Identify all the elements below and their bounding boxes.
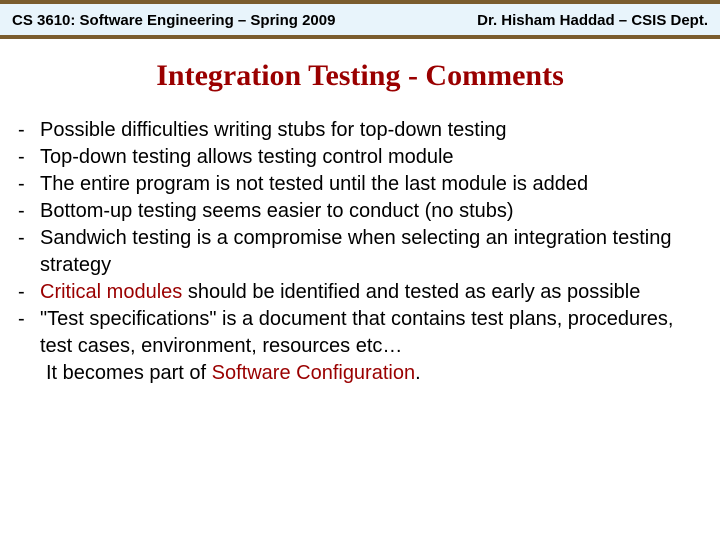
- bullet-dash: -: [18, 144, 40, 171]
- cont-pre: It becomes part of: [46, 362, 212, 384]
- bullet-dash: -: [18, 198, 40, 225]
- highlight-text: Software Configuration: [212, 362, 415, 384]
- course-label: CS 3610: Software Engineering – Spring 2…: [12, 12, 335, 29]
- highlight-text: Critical modules: [40, 281, 182, 303]
- bullet-item: - Top-down testing allows testing contro…: [18, 144, 702, 171]
- bullet-item: - Possible difficulties writing stubs fo…: [18, 117, 702, 144]
- content-block: - Possible difficulties writing stubs fo…: [0, 117, 720, 387]
- bullet-item: - "Test specifications" is a document th…: [18, 306, 702, 360]
- bullet-item: - Sandwich testing is a compromise when …: [18, 225, 702, 279]
- bullet-dash: -: [18, 171, 40, 198]
- bullet-dash: -: [18, 306, 40, 360]
- bullet-item: - The entire program is not tested until…: [18, 171, 702, 198]
- slide-title: Integration Testing - Comments: [0, 59, 720, 93]
- bullet-text: Top-down testing allows testing control …: [40, 144, 702, 171]
- bullet-text: Bottom-up testing seems easier to conduc…: [40, 198, 702, 225]
- bullet-text: Possible difficulties writing stubs for …: [40, 117, 702, 144]
- cont-post: .: [415, 362, 421, 384]
- bullet-text-tail: should be identified and tested as early…: [182, 281, 640, 303]
- bullet-text: Sandwich testing is a compromise when se…: [40, 225, 702, 279]
- bullet-text: Critical modules should be identified an…: [40, 279, 702, 306]
- bullet-item: - Bottom-up testing seems easier to cond…: [18, 198, 702, 225]
- bullet-text: The entire program is not tested until t…: [40, 171, 702, 198]
- bullet-dash: -: [18, 279, 40, 306]
- header-bar: CS 3610: Software Engineering – Spring 2…: [0, 0, 720, 39]
- bullet-dash: -: [18, 225, 40, 279]
- instructor-label: Dr. Hisham Haddad – CSIS Dept.: [477, 12, 708, 29]
- bullet-text: "Test specifications" is a document that…: [40, 306, 702, 360]
- bullet-dash: -: [18, 117, 40, 144]
- bullet-item: - Critical modules should be identified …: [18, 279, 702, 306]
- bullet-continuation: It becomes part of Software Configuratio…: [18, 360, 702, 387]
